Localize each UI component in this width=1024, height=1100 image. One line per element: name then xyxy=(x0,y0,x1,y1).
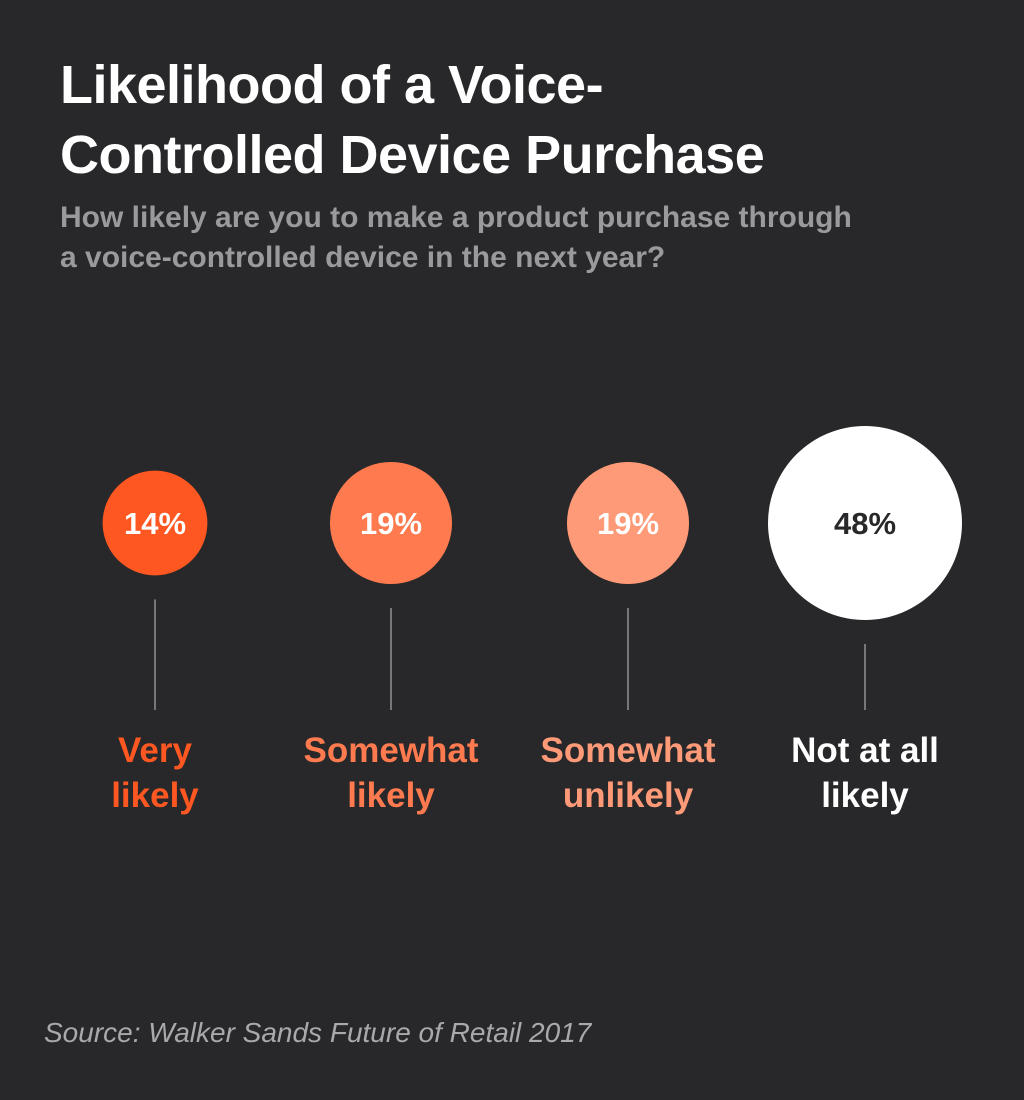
category-label-line-somewhat-likely-1: Somewhat xyxy=(303,731,478,770)
bubble-item-somewhat-unlikely: 19% Somewhat unlikely xyxy=(540,461,716,815)
bubble-item-very-likely: 14% Very likely xyxy=(102,470,208,815)
bubble-very-likely xyxy=(102,470,208,576)
category-label-somewhat-unlikely: Somewhat unlikely xyxy=(540,731,715,815)
chart-title-line-1: Likelihood of a Voice- xyxy=(60,55,604,115)
bubble-item-not-at-all-likely: 48% Not at all likely xyxy=(768,426,962,815)
category-label-line-somewhat-unlikely-1: Somewhat xyxy=(540,731,715,770)
category-label-somewhat-likely: Somewhat likely xyxy=(303,731,478,815)
bubble-not-at-all-likely xyxy=(768,426,962,620)
chart-subtitle-line-1: How likely are you to make a product pur… xyxy=(60,201,852,234)
chart-subtitle-line-2: a voice-controlled device in the next ye… xyxy=(60,241,666,274)
bubble-item-somewhat-likely: 19% Somewhat likely xyxy=(303,461,479,815)
category-label-line-somewhat-unlikely-2: unlikely xyxy=(563,776,694,815)
chart-subtitle: How likely are you to make a product pur… xyxy=(60,198,960,278)
category-label-not-at-all-likely: Not at all likely xyxy=(791,731,939,815)
category-label-line-somewhat-likely-2: likely xyxy=(347,776,435,815)
category-label-line-very-likely-2: likely xyxy=(111,776,199,815)
data-label-not-at-all-likely: 48% xyxy=(834,506,896,541)
bubble-somewhat-likely xyxy=(329,461,453,585)
source-note: Source: Walker Sands Future of Retail 20… xyxy=(44,1017,592,1048)
data-label-very-likely: 14% xyxy=(124,506,186,541)
data-label-somewhat-unlikely: 19% xyxy=(597,506,659,541)
chart-title-line-2: Controlled Device Purchase xyxy=(60,125,765,185)
category-label-line-very-likely-1: Very xyxy=(118,731,192,770)
category-label-very-likely: Very likely xyxy=(111,731,199,815)
chart-title: Likelihood of a Voice- Controlled Device… xyxy=(60,50,920,190)
bubble-somewhat-unlikely xyxy=(566,461,690,585)
category-label-line-not-at-all-likely-2: likely xyxy=(821,776,909,815)
data-label-somewhat-likely: 19% xyxy=(360,506,422,541)
category-label-line-not-at-all-likely-1: Not at all xyxy=(791,731,939,770)
